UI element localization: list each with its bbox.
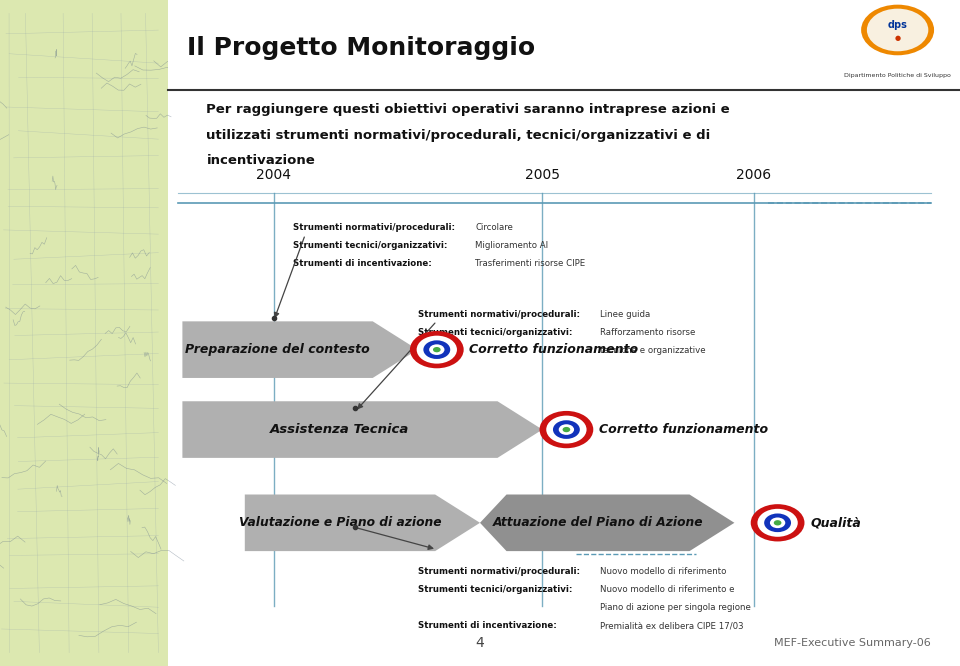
Text: Valutazione e Piano di azione: Valutazione e Piano di azione — [239, 516, 442, 529]
Text: incentivazione: incentivazione — [206, 154, 315, 167]
Text: Strumenti tecnici/organizzativi:: Strumenti tecnici/organizzativi: — [293, 241, 447, 250]
Text: dps: dps — [888, 19, 907, 30]
Circle shape — [540, 411, 593, 448]
Text: Strumenti di incentivazione:: Strumenti di incentivazione: — [418, 621, 557, 631]
Circle shape — [764, 513, 791, 532]
Text: Trasferimenti risorse CIPE: Trasferimenti risorse CIPE — [475, 259, 586, 268]
Text: 2005: 2005 — [525, 168, 560, 182]
Circle shape — [423, 340, 450, 359]
Circle shape — [546, 416, 587, 444]
Text: Nuovo modello di riferimento e: Nuovo modello di riferimento e — [600, 585, 734, 595]
Polygon shape — [480, 494, 734, 551]
Bar — [0, 0, 168, 666]
Polygon shape — [182, 322, 418, 378]
Text: MEF-Executive Summary-06: MEF-Executive Summary-06 — [775, 637, 931, 648]
Polygon shape — [182, 401, 542, 458]
Polygon shape — [245, 494, 480, 551]
Text: Nuovo modello di riferimento: Nuovo modello di riferimento — [600, 567, 727, 577]
Text: 2006: 2006 — [736, 168, 771, 182]
Circle shape — [559, 424, 574, 435]
Text: Dipartimento Politiche di Sviluppo: Dipartimento Politiche di Sviluppo — [844, 73, 951, 79]
Text: Strumenti tecnici/organizzativi:: Strumenti tecnici/organizzativi: — [418, 585, 572, 595]
Circle shape — [757, 509, 798, 537]
Text: 4: 4 — [475, 635, 485, 650]
Text: Per raggiungere questi obiettivi operativi saranno intraprese azioni e: Per raggiungere questi obiettivi operati… — [206, 103, 730, 117]
Circle shape — [861, 5, 934, 55]
Bar — [168, 0, 960, 90]
Text: Circolare: Circolare — [475, 223, 513, 232]
Circle shape — [410, 331, 464, 368]
Text: Piano di azione per singola regione: Piano di azione per singola regione — [600, 603, 751, 613]
Text: Strumenti tecnici/organizzativi:: Strumenti tecnici/organizzativi: — [418, 328, 572, 337]
Text: Preparazione del contesto: Preparazione del contesto — [185, 343, 370, 356]
Circle shape — [751, 504, 804, 541]
Circle shape — [553, 420, 580, 439]
Text: Strumenti normativi/procedurali:: Strumenti normativi/procedurali: — [293, 223, 455, 232]
Circle shape — [563, 427, 570, 432]
Text: Linee guida: Linee guida — [600, 310, 650, 319]
Text: Premialità ex delibera CIPE 17/03: Premialità ex delibera CIPE 17/03 — [600, 621, 744, 631]
Text: Attuazione del Piano di Azione: Attuazione del Piano di Azione — [492, 516, 704, 529]
Text: Strumenti di incentivazione:: Strumenti di incentivazione: — [293, 259, 432, 268]
Text: Qualità: Qualità — [810, 516, 861, 529]
Text: 2004: 2004 — [256, 168, 291, 182]
Text: Corretto funzionamento: Corretto funzionamento — [599, 423, 768, 436]
Text: Corretto funzionamento: Corretto funzionamento — [469, 343, 638, 356]
Text: Strumenti normativi/procedurali:: Strumenti normativi/procedurali: — [418, 567, 580, 577]
Text: Assistenza Tecnica: Assistenza Tecnica — [271, 423, 410, 436]
Text: Il Progetto Monitoraggio: Il Progetto Monitoraggio — [187, 36, 536, 61]
Text: utilizzati strumenti normativi/procedurali, tecnici/organizzativi e di: utilizzati strumenti normativi/procedura… — [206, 129, 710, 142]
Circle shape — [770, 517, 785, 528]
Text: tecniche e organizzative: tecniche e organizzative — [600, 346, 706, 355]
Circle shape — [429, 344, 444, 355]
Circle shape — [774, 520, 781, 525]
Circle shape — [417, 336, 457, 364]
Circle shape — [867, 9, 928, 51]
Text: Rafforzamento risorse: Rafforzamento risorse — [600, 328, 695, 337]
Text: ●: ● — [895, 35, 900, 41]
Text: Strumenti normativi/procedurali:: Strumenti normativi/procedurali: — [418, 310, 580, 319]
Text: Miglioramento AI: Miglioramento AI — [475, 241, 548, 250]
Circle shape — [433, 347, 441, 352]
